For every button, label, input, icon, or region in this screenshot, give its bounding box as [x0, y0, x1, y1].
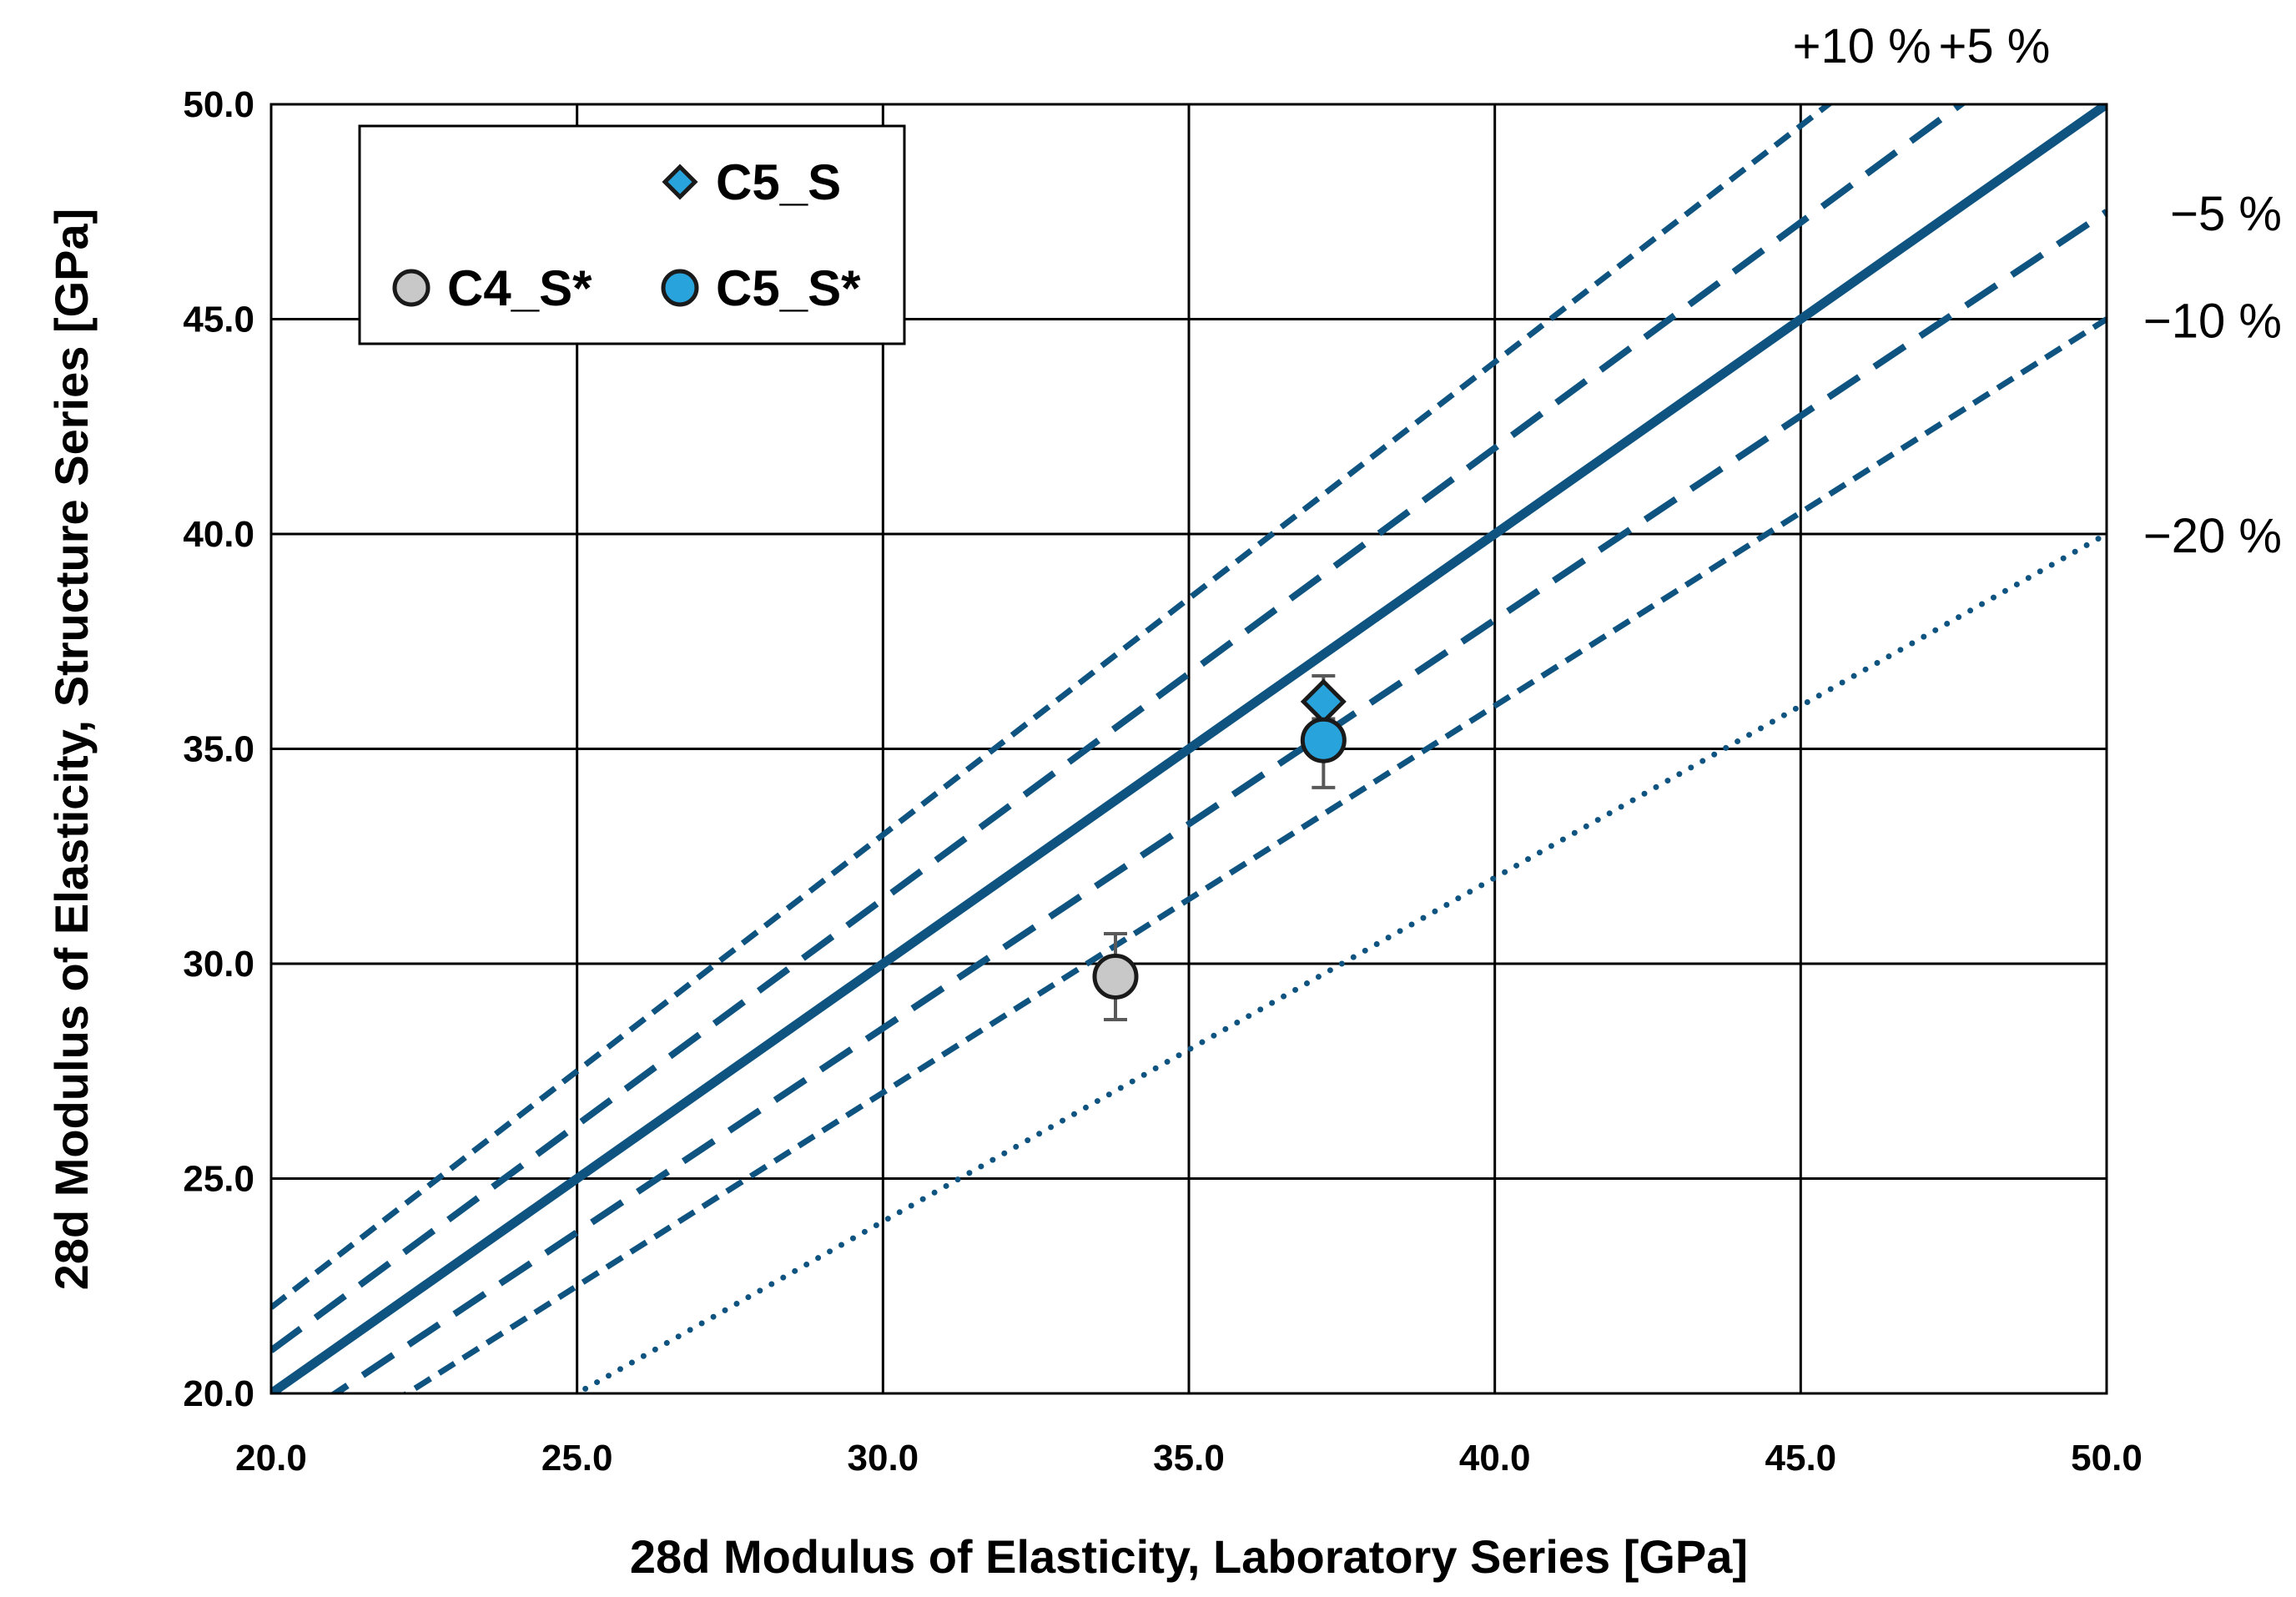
y-tick-label: 30.0 [183, 944, 254, 985]
reference-line-label: −20 % [2143, 509, 2282, 563]
legend-box [358, 124, 906, 345]
data-points [1092, 673, 1347, 1021]
legend-marker [392, 269, 430, 307]
data-point [1092, 953, 1139, 1000]
reference-line [271, 104, 1834, 1310]
reference-lines [271, 104, 2107, 1393]
x-tick-label: 40.0 [1459, 1438, 1531, 1479]
x-tick-label: 20.0 [235, 1438, 307, 1479]
data-point [1300, 678, 1347, 725]
x-tick-label: 35.0 [1153, 1438, 1225, 1479]
reference-line-labels: +10 % +5 % −5 % −10 % −20 % [1793, 19, 2282, 563]
y-tick-label: 40.0 [183, 514, 254, 555]
y-axis-title: 28d Modulus of Elasticity, Structure Ser… [45, 209, 98, 1291]
reference-line [571, 531, 2107, 1393]
reference-line-label: −5 % [2170, 187, 2282, 241]
legend-marker [661, 269, 699, 307]
reference-line-label: +10 % [1793, 19, 1931, 73]
data-point [1300, 717, 1347, 763]
legend-label: C5_S* [716, 260, 861, 316]
reference-line [271, 104, 1967, 1353]
legend-label: C5_S [716, 154, 841, 210]
reference-line-label: +5 % [1938, 19, 2050, 73]
x-tick-label: 30.0 [848, 1438, 919, 1479]
reference-line [401, 316, 2107, 1393]
reference-line [271, 104, 2107, 1393]
y-tick-label: 20.0 [183, 1373, 254, 1414]
legend: C5_S C4_S* C5_S* [358, 124, 906, 345]
plot-area-border [269, 103, 2108, 1395]
x-tick-label: 50.0 [2071, 1438, 2142, 1479]
y-tick-label: 35.0 [183, 729, 254, 770]
y-tick-label: 45.0 [183, 300, 254, 340]
y-tick-label: 25.0 [183, 1159, 254, 1200]
x-axis-title: 28d Modulus of Elasticity, Laboratory Se… [630, 1530, 1748, 1583]
x-tick-label: 45.0 [1765, 1438, 1837, 1479]
legend-label: C4_S* [447, 260, 592, 316]
y-tick-label: 50.0 [183, 84, 254, 125]
x-tick-label: 25.0 [541, 1438, 613, 1479]
legend-marker [662, 164, 698, 200]
reference-line-label: −10 % [2143, 295, 2282, 349]
axis-ticks: 20.0 25.0 30.0 35.0 40.0 45.0 50.0 20.0 25.0 30.0… [183, 84, 2142, 1479]
reference-line [329, 209, 2107, 1393]
